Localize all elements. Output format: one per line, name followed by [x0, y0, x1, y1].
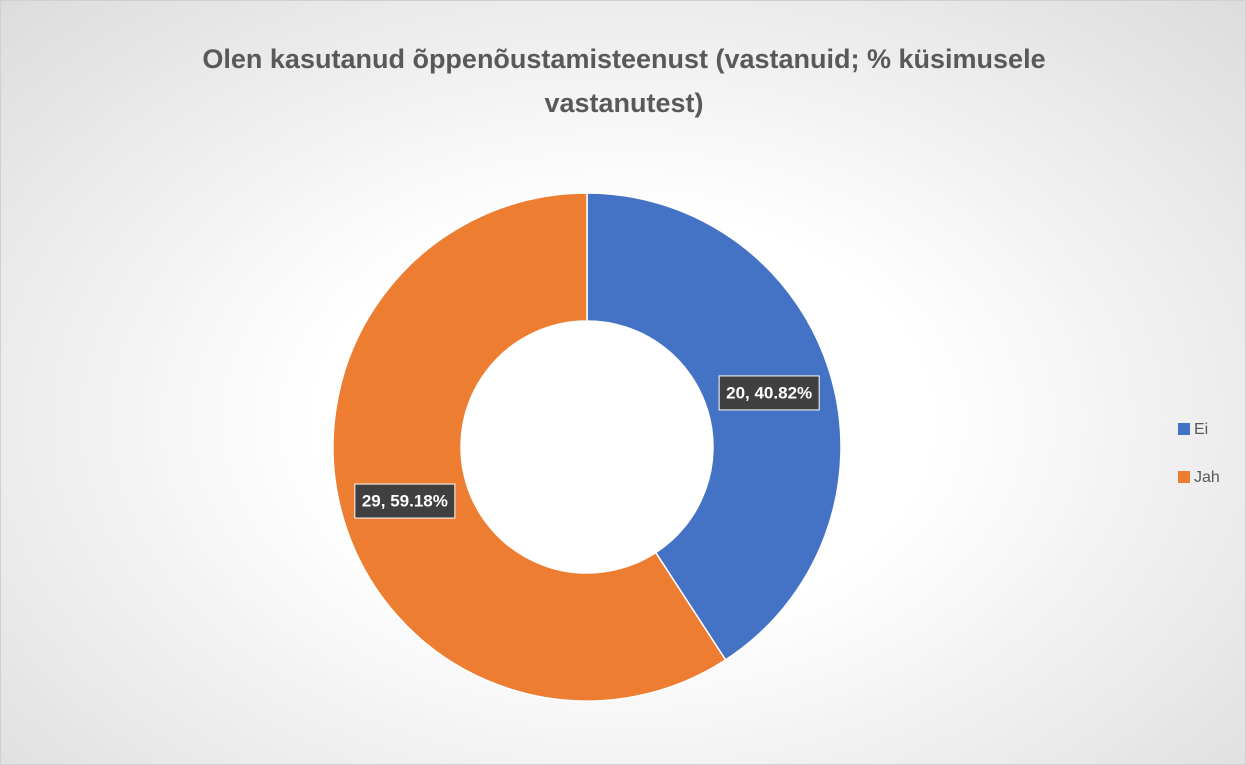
donut-segment	[332, 192, 727, 702]
data-label: 20, 40.82%	[718, 375, 820, 411]
donut-segment	[586, 192, 842, 661]
data-label-box	[354, 483, 456, 519]
data-label-text: 20, 40.82%	[726, 383, 812, 402]
legend-swatch	[1178, 471, 1190, 483]
data-label: 29, 59.18%	[354, 483, 456, 519]
data-label-text: 29, 59.18%	[362, 492, 448, 511]
legend-swatch	[1178, 423, 1190, 435]
legend-label: Ei	[1194, 421, 1208, 438]
legend-label: Jah	[1194, 469, 1220, 486]
chart-title: Olen kasutanud õppenõustamisteenust (vas…	[202, 44, 1046, 118]
data-label-box	[718, 375, 820, 411]
